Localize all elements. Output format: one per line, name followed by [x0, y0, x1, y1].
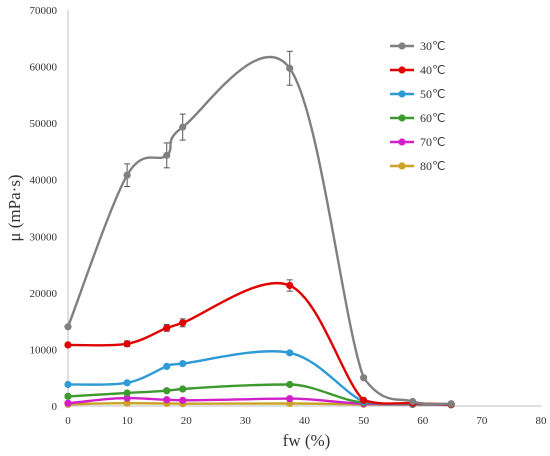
data-point	[179, 123, 187, 131]
y-tick-label: 60000	[30, 62, 58, 74]
data-point	[447, 400, 455, 408]
x-tick-label: 10	[122, 415, 134, 427]
legend-swatch-marker	[398, 42, 406, 50]
legend-item: 80℃	[390, 159, 445, 173]
data-point	[286, 349, 294, 357]
legend-label: 60℃	[420, 111, 445, 125]
x-tick-label: 60	[417, 415, 429, 427]
y-tick-label: 70000	[30, 5, 58, 17]
legend-item: 60℃	[390, 111, 445, 125]
x-tick-label: 0	[65, 415, 71, 427]
data-point	[179, 359, 187, 368]
data-point	[123, 394, 131, 402]
data-point	[123, 340, 131, 348]
legend-label: 40℃	[420, 63, 445, 77]
data-point	[360, 396, 368, 404]
data-point	[286, 380, 294, 389]
legend-swatch-marker	[398, 162, 406, 170]
legend-item: 40℃	[390, 63, 445, 77]
legend-swatch-marker	[398, 114, 406, 122]
y-axis-title: μ (mPa·s)	[5, 174, 24, 241]
legend-item: 30℃	[390, 39, 445, 53]
data-point	[64, 341, 72, 349]
x-tick-label: 20	[181, 415, 193, 427]
legend-label: 80℃	[420, 159, 445, 173]
data-point	[64, 380, 72, 389]
y-tick-label: 20000	[30, 288, 58, 300]
data-point	[64, 323, 72, 331]
x-tick-label: 40	[299, 415, 311, 427]
legend-swatch-marker	[398, 66, 406, 74]
data-point	[163, 151, 171, 159]
legend: 30℃ 40℃ 50℃ 60℃ 70℃ 80℃	[390, 39, 445, 173]
series-line	[67, 282, 452, 406]
data-point	[179, 396, 187, 404]
y-tick-label: 10000	[30, 344, 58, 356]
data-point	[179, 385, 187, 393]
data-point	[286, 395, 294, 403]
x-tick-labels: 0 10 20 30 40 50 60 70 80	[65, 415, 547, 427]
data-point	[286, 64, 294, 72]
data-point	[123, 389, 131, 397]
data-point	[286, 281, 294, 290]
axes	[67, 10, 541, 407]
y-tick-labels: 0 10000 20000 30000 40000 50000 60000 70000	[30, 5, 58, 413]
y-tick-label: 30000	[30, 231, 58, 243]
series-0	[64, 50, 455, 408]
data-point	[163, 396, 171, 404]
legend-item: 50℃	[390, 87, 445, 101]
data-point	[123, 171, 131, 179]
series-1	[64, 279, 455, 408]
x-tick-label: 70	[476, 415, 488, 427]
data-point	[163, 324, 171, 332]
x-tick-label: 80	[536, 415, 548, 427]
data-point	[64, 392, 72, 400]
legend-label: 30℃	[420, 39, 445, 53]
data-point	[163, 387, 171, 395]
data-point	[163, 362, 171, 370]
y-tick-label: 50000	[30, 118, 58, 130]
data-point	[179, 319, 187, 327]
legend-swatch-marker	[398, 138, 406, 146]
legend-label: 70℃	[420, 135, 445, 149]
x-tick-label: 50	[358, 415, 370, 427]
y-tick-label: 0	[52, 401, 58, 413]
data-point	[123, 399, 131, 407]
x-tick-label: 30	[240, 415, 252, 427]
legend-item: 70℃	[390, 135, 445, 149]
legend-label: 50℃	[420, 87, 445, 101]
y-tick-label: 40000	[30, 175, 58, 187]
legend-swatch-marker	[398, 90, 406, 98]
x-axis-title: fw (%)	[283, 431, 331, 450]
series-layer	[64, 50, 455, 409]
data-point	[409, 397, 417, 406]
data-point	[123, 379, 131, 387]
data-point	[64, 399, 72, 407]
data-point	[360, 374, 368, 382]
